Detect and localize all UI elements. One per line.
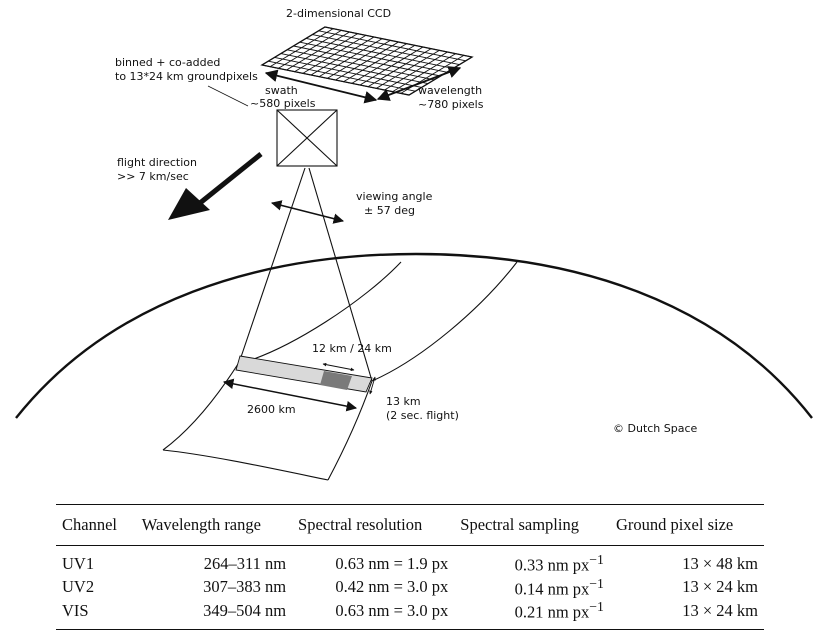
flight-label-line2: >> 7 km/sec xyxy=(117,170,189,183)
cell-wavelength-range: 307–383 nm xyxy=(203,577,287,597)
cell-ground-pixel-size: 13 × 24 km xyxy=(682,600,758,620)
column-header-channel: Channel xyxy=(62,515,117,534)
swath-label-line1: swath xyxy=(265,84,298,97)
cell-wavelength-range: 264–311 nm xyxy=(203,553,287,573)
binned-pointer-line xyxy=(207,85,249,107)
ccd-grid-line xyxy=(306,37,454,69)
cell-channel: UV1 xyxy=(62,553,95,573)
sampling-value: 0.21 nm px xyxy=(514,602,590,622)
instrument-diagram: 2-dimensional CCD binned + co-added to 1… xyxy=(15,7,813,481)
ccd-label: 2-dimensional CCD xyxy=(286,7,391,20)
along-track-label-line2: (2 sec. flight) xyxy=(386,409,459,422)
swath-width-label: 2600 km xyxy=(247,403,296,416)
table-header-row: Channel Wavelength range Spectral resolu… xyxy=(56,504,764,546)
table-row: UV1 264–311 nm 0.63 nm = 1.9 px 0.33 nm … xyxy=(56,546,764,576)
cell-spectral-sampling: 0.33 nm px−1 xyxy=(454,546,610,576)
ground-strip xyxy=(235,355,373,393)
sampling-value: 0.14 nm px xyxy=(514,579,590,598)
swath-label-line2: ~580 pixels xyxy=(250,97,316,110)
cell-wavelength-range: 349–504 nm xyxy=(203,600,287,620)
cell-ground-pixel-size: 13 × 48 km xyxy=(682,553,758,573)
swath-arrow xyxy=(264,69,378,104)
fov-line-left xyxy=(239,167,306,361)
viewing-angle-label-line1: viewing angle xyxy=(356,190,433,203)
cell-spectral-resolution: 0.63 nm = 3.0 px xyxy=(335,600,449,620)
cell-spectral-sampling: 0.21 nm px−1 xyxy=(454,599,610,629)
cell-channel: UV2 xyxy=(62,577,95,597)
column-header-wavelength-range: Wavelength range xyxy=(141,515,261,534)
table-row: VIS 349–504 nm 0.63 nm = 3.0 px 0.21 nm … xyxy=(56,599,764,629)
wavelength-label-line1: wavelength xyxy=(418,84,482,97)
channel-table: Channel Wavelength range Spectral resolu… xyxy=(56,504,764,630)
sampling-exponent: −1 xyxy=(589,599,604,614)
column-header-ground-pixel-size: Ground pixel size xyxy=(615,515,734,534)
cell-ground-pixel-size: 13 × 24 km xyxy=(682,577,758,597)
ccd-grid-line xyxy=(318,30,466,62)
wavelength-label-line2: ~780 pixels xyxy=(418,98,484,111)
along-track-label-line1: 13 km xyxy=(386,395,421,408)
flight-label-line1: flight direction xyxy=(117,156,197,169)
sampling-value: 0.33 nm px xyxy=(514,555,590,575)
fov-line-right xyxy=(308,167,373,382)
channel-table-container: Channel Wavelength range Spectral resolu… xyxy=(56,504,764,630)
binned-label-line2: to 13*24 km groundpixels xyxy=(115,70,258,83)
pixel-size-arrow xyxy=(322,362,355,372)
sampling-exponent: −1 xyxy=(589,552,604,567)
telescope-box xyxy=(276,109,338,167)
column-header-spectral-sampling: Spectral sampling xyxy=(460,515,579,534)
wavelength-arrow xyxy=(376,66,462,101)
swath-width-arrow xyxy=(222,378,358,412)
cell-channel: VIS xyxy=(62,600,89,620)
column-header-spectral-resolution: Spectral resolution xyxy=(298,515,423,534)
flight-direction-arrow xyxy=(168,152,263,220)
sampling-exponent: −1 xyxy=(589,575,604,591)
along-track-arrow xyxy=(369,376,376,395)
earth-horizon xyxy=(15,252,813,419)
viewing-angle-arrow xyxy=(270,200,345,224)
cell-spectral-resolution: 0.63 nm = 1.9 px xyxy=(335,553,449,573)
cell-spectral-resolution: 0.42 nm = 3.0 px xyxy=(335,577,449,597)
ground-track xyxy=(162,261,518,481)
binned-label-line1: binned + co-added xyxy=(115,56,220,69)
copyright-label: © Dutch Space xyxy=(613,422,698,435)
cell-spectral-sampling: 0.14 nm px−1 xyxy=(454,576,610,600)
ccd-grid-line xyxy=(312,34,460,66)
viewing-angle-label-line2: ± 57 deg xyxy=(364,204,415,217)
pixel-size-label: 12 km / 24 km xyxy=(312,342,392,355)
table-row: UV2 307–383 nm 0.42 nm = 3.0 px 0.14 nm … xyxy=(56,576,764,600)
